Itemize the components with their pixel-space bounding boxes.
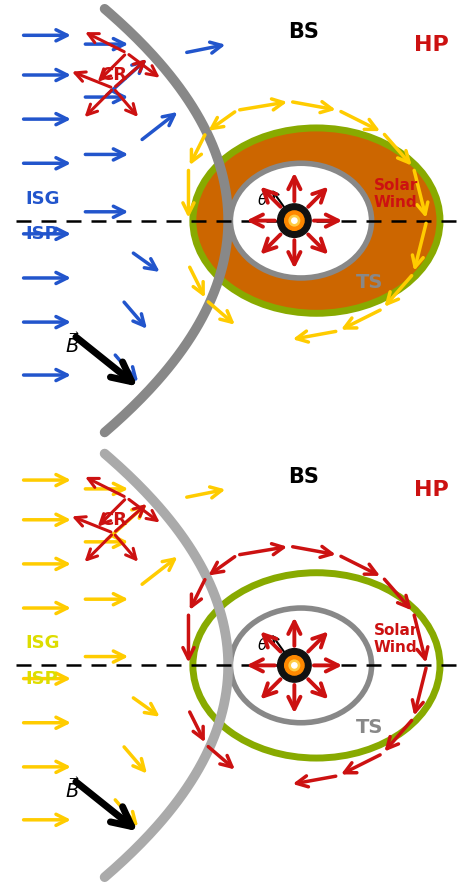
Text: HP: HP xyxy=(414,480,449,500)
Text: TS: TS xyxy=(356,718,383,736)
Circle shape xyxy=(292,218,297,223)
Circle shape xyxy=(285,211,304,230)
Circle shape xyxy=(285,656,304,675)
Circle shape xyxy=(278,204,311,237)
Text: $\vec{B}$: $\vec{B}$ xyxy=(65,778,80,802)
Text: Solar
Wind: Solar Wind xyxy=(374,178,418,210)
Text: $\theta$: $\theta$ xyxy=(257,192,268,208)
Circle shape xyxy=(292,663,297,668)
Text: ISG: ISG xyxy=(25,190,60,207)
Text: CR: CR xyxy=(100,66,127,84)
Text: BS: BS xyxy=(288,22,319,42)
Ellipse shape xyxy=(193,572,440,758)
Circle shape xyxy=(278,649,311,682)
Ellipse shape xyxy=(193,128,440,314)
Text: ISG: ISG xyxy=(25,634,60,652)
Text: $\vec{B}$: $\vec{B}$ xyxy=(65,333,80,357)
Text: Solar
Wind: Solar Wind xyxy=(374,623,418,655)
Text: ISP: ISP xyxy=(25,670,58,688)
Circle shape xyxy=(289,660,300,671)
Text: BS: BS xyxy=(288,467,319,486)
Ellipse shape xyxy=(230,163,372,278)
Text: CR: CR xyxy=(100,511,127,529)
Text: ISP: ISP xyxy=(25,225,58,243)
Ellipse shape xyxy=(230,608,372,723)
Text: $\theta$: $\theta$ xyxy=(257,637,268,653)
Text: HP: HP xyxy=(414,35,449,55)
Text: TS: TS xyxy=(356,273,383,291)
Circle shape xyxy=(289,215,300,226)
